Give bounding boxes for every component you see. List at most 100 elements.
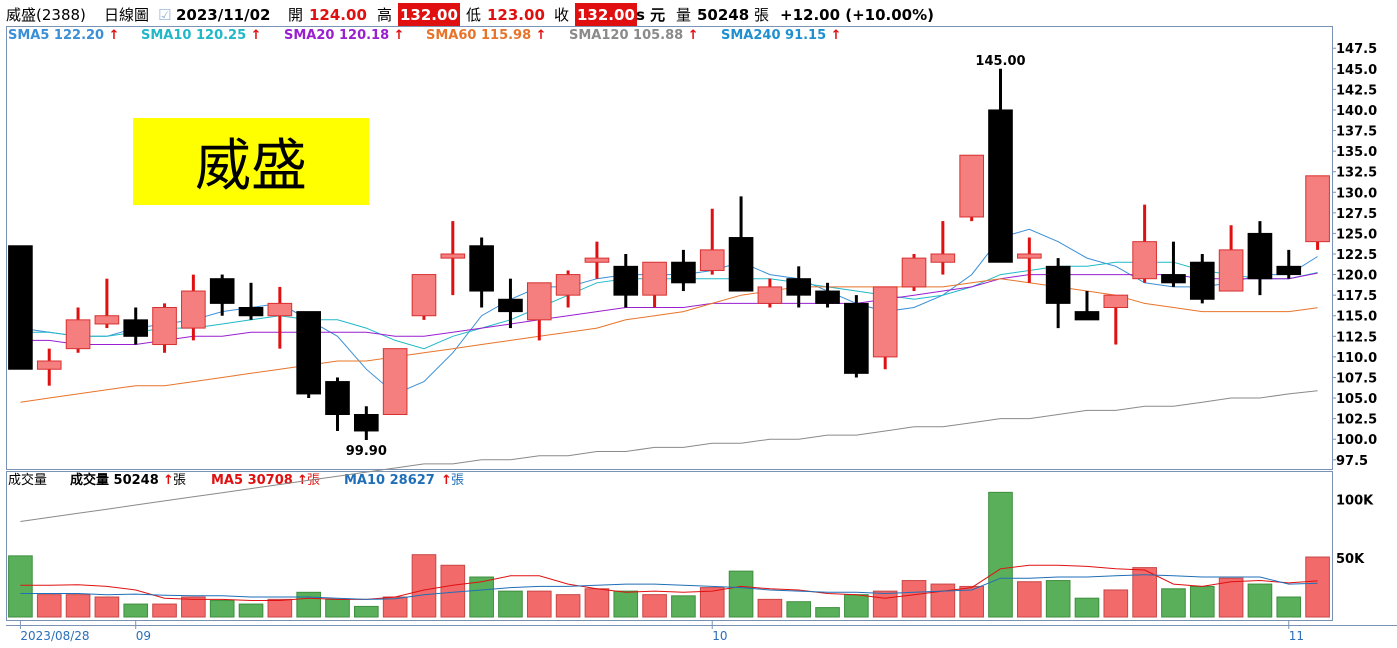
price-tick-label: 117.5 [1336,289,1377,304]
up-arrow-icon: ↑ [250,28,262,43]
volume-bar [613,590,639,618]
price-tick-label: 127.5 [1336,207,1377,222]
sma-line [20,261,1318,350]
volume-bar [123,603,149,618]
price-tick-label: 140.0 [1336,104,1377,119]
volume-bar [296,591,321,618]
low-label: 低 [466,6,482,24]
price-tick-label: 137.5 [1336,125,1377,140]
sma-legend-item: SMA240 91.15 ↑ [721,28,842,43]
volume-legend-unit: 張 [173,473,187,488]
price-tick-label: 107.5 [1336,371,1377,386]
stock-title: 威盛 [195,134,307,199]
date-tick-label: 11 [1289,629,1304,643]
volume-bar [411,554,437,618]
volume-bar [872,590,898,618]
volume-bar [844,594,869,618]
high-label: 高 [377,6,393,24]
volume-bar [1305,556,1330,618]
volume-bar [382,596,408,618]
volume-bar [930,583,956,618]
candle-body [1045,265,1071,304]
volume-bar [584,588,610,618]
candle-body [844,302,869,374]
volume-bar [526,590,552,618]
price-tick-label: 132.5 [1336,166,1377,181]
sma-line [20,278,1318,403]
candle-body [1189,261,1215,300]
candle-body [786,278,812,296]
volume-bar [1189,585,1215,618]
volume-bar [325,598,350,618]
sma-line [20,272,1318,345]
volume-tick-label: 50K [1336,552,1365,567]
high-annotation: 145.00 [975,54,1025,69]
candle-body [325,381,350,416]
price-tick-label: 122.5 [1336,248,1377,263]
stock-name: 威盛(2388) [6,6,86,24]
sma-line [20,228,1318,395]
volume-bar [901,580,927,618]
stock-title-box: 威盛 [133,118,369,205]
volume-value: 50248 [697,6,750,24]
candle-body [613,265,639,296]
candle-body [209,278,235,304]
close-label: 收 [554,6,570,24]
ma5-legend: MA5 30708 [211,473,293,488]
volume-bar [959,585,984,618]
change-value: +12.00 (+10.00%) [780,6,934,24]
volume-label: 量 [676,6,692,24]
volume-ma-line [20,564,1318,601]
volume-unit: 張 [754,6,770,24]
candle-body [65,319,91,350]
candle-body [123,319,149,337]
volume-panel-frame [6,471,1333,621]
low-value: 123.00 [487,6,545,24]
price-tick-label: 125.0 [1336,227,1377,242]
price-tick-label: 112.5 [1336,330,1377,345]
volume-bar [36,594,62,618]
sma-line [20,390,1318,522]
volume-bar [267,598,293,618]
sma-legend-item: SMA5 122.20 ↑ [8,28,120,43]
date-tick-label: 10 [712,629,727,643]
candle-body [1276,265,1302,276]
price-tick-label: 130.0 [1336,186,1377,201]
volume-bar [8,555,33,618]
candle-body [1247,232,1273,280]
candle-body [1161,274,1186,284]
price-tick-label: 145.0 [1336,63,1377,78]
price-tick-label: 120.0 [1336,269,1377,284]
settings-icon[interactable]: ☑ [158,6,172,24]
volume-bar [209,600,235,618]
volume-panel-title: 成交量 [8,473,48,488]
price-panel-frame [6,26,1333,470]
price-tick-label: 110.0 [1336,351,1377,366]
candle-body [988,109,1013,263]
price-tick-label: 142.5 [1336,83,1377,98]
candle-body [901,257,927,288]
candle-body [498,298,523,313]
candle-body [1074,311,1100,321]
candle-body [699,249,725,271]
candle-body [469,245,494,292]
price-tick-label: 115.0 [1336,310,1377,325]
close-value: 132.00 [575,3,637,27]
up-arrow-icon: ↑ [163,473,174,488]
price-tick-label: 97.5 [1336,454,1368,469]
candle-body [959,154,984,218]
volume-bar [1074,597,1100,618]
candle-body [815,290,840,304]
up-arrow-icon: ↑ [830,28,842,43]
volume-bar [671,595,696,618]
volume-bar [757,598,783,618]
candle-body [267,302,293,317]
up-arrow-icon: ↑ [687,28,699,43]
price-unit: s 元 [636,6,666,24]
candle-body [8,245,33,370]
date-tick-label: 09 [136,629,151,643]
volume-bar [498,590,523,618]
period-label[interactable]: 日線圖 [104,6,150,24]
candle-body [296,311,321,395]
